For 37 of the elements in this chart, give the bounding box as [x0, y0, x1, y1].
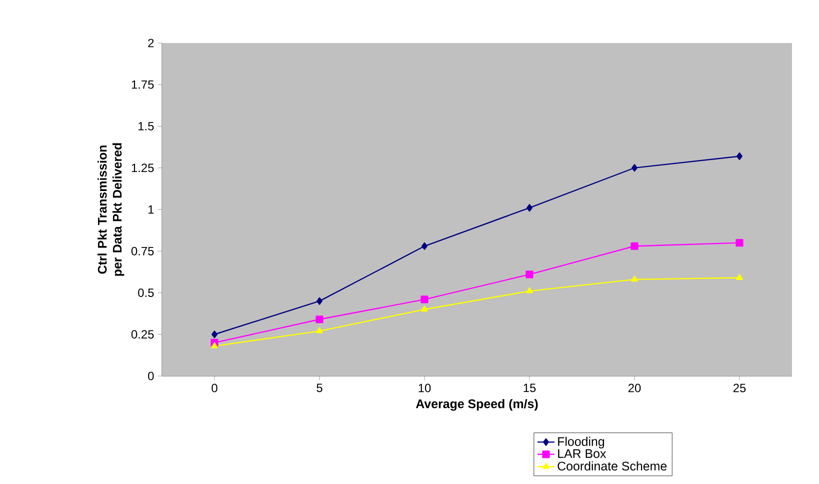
point — [316, 327, 323, 334]
point — [736, 239, 744, 247]
point — [420, 296, 428, 304]
x-tick-label: 20 — [628, 384, 641, 392]
y-tick-label: 1.5 — [138, 122, 154, 130]
point — [526, 204, 532, 212]
point — [316, 297, 322, 305]
legend-label: LAR Box — [558, 449, 606, 458]
y-tick-label: 0.25 — [131, 330, 154, 339]
x-tick-label: 15 — [524, 384, 536, 392]
y-tick-label: 1.25 — [132, 164, 154, 172]
x-axis-title: Average Speed (m/s) — [416, 399, 538, 411]
point — [630, 242, 638, 250]
point — [211, 342, 218, 348]
point — [316, 316, 324, 324]
point — [421, 306, 428, 312]
x-tick-label: 10 — [418, 384, 431, 392]
y-tick-label: 1 — [148, 205, 154, 214]
point — [631, 276, 638, 282]
y-tick-label: 0.75 — [131, 246, 154, 256]
legend-label: Flooding — [558, 436, 604, 448]
point — [736, 152, 742, 160]
y-axis-title: Ctrl Pkt Transmission per Data Pkt Delivered — [98, 143, 124, 276]
point — [526, 287, 533, 294]
x-tick-label: 0 — [212, 384, 218, 392]
point — [526, 270, 534, 278]
y-tick-label: 0 — [148, 372, 154, 380]
point — [632, 164, 638, 172]
point — [212, 330, 218, 338]
point — [736, 274, 743, 280]
y-tick-label: 0.5 — [138, 288, 154, 297]
legend-label: Coordinate Scheme — [558, 461, 667, 471]
x-tick-label: 5 — [316, 384, 322, 392]
y-tick-label: 1.75 — [132, 80, 154, 89]
x-tick-label: 25 — [733, 384, 746, 392]
point — [422, 242, 428, 250]
y-tick-label: 2 — [148, 38, 154, 48]
